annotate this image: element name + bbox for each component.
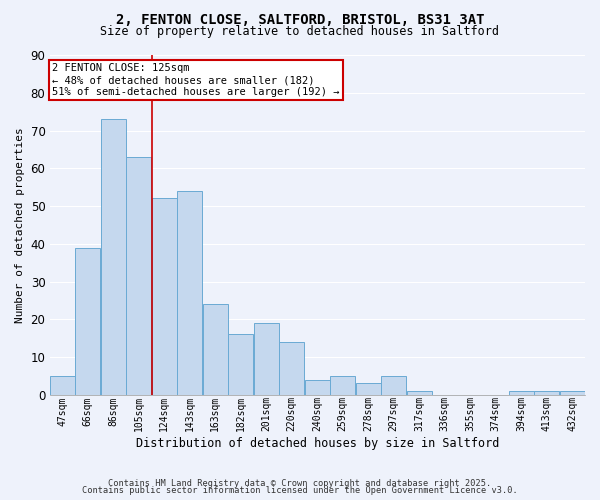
Bar bbox=[356, 384, 381, 395]
Bar bbox=[305, 380, 330, 395]
Bar bbox=[178, 191, 202, 395]
Bar bbox=[407, 391, 432, 395]
Text: Contains HM Land Registry data © Crown copyright and database right 2025.: Contains HM Land Registry data © Crown c… bbox=[109, 478, 491, 488]
X-axis label: Distribution of detached houses by size in Saltford: Distribution of detached houses by size … bbox=[136, 437, 499, 450]
Bar bbox=[534, 391, 559, 395]
Bar bbox=[280, 342, 304, 395]
Bar bbox=[50, 376, 75, 395]
Bar bbox=[331, 376, 355, 395]
Y-axis label: Number of detached properties: Number of detached properties bbox=[15, 127, 25, 323]
Bar bbox=[254, 323, 279, 395]
Text: 2 FENTON CLOSE: 125sqm
← 48% of detached houses are smaller (182)
51% of semi-de: 2 FENTON CLOSE: 125sqm ← 48% of detached… bbox=[52, 64, 340, 96]
Bar bbox=[381, 376, 406, 395]
Bar bbox=[152, 198, 177, 395]
Bar bbox=[101, 119, 126, 395]
Text: Contains public sector information licensed under the Open Government Licence v3: Contains public sector information licen… bbox=[82, 486, 518, 495]
Text: 2, FENTON CLOSE, SALTFORD, BRISTOL, BS31 3AT: 2, FENTON CLOSE, SALTFORD, BRISTOL, BS31… bbox=[116, 12, 484, 26]
Bar bbox=[509, 391, 534, 395]
Bar bbox=[229, 334, 253, 395]
Bar bbox=[203, 304, 228, 395]
Bar bbox=[560, 391, 585, 395]
Text: Size of property relative to detached houses in Saltford: Size of property relative to detached ho… bbox=[101, 25, 499, 38]
Bar bbox=[76, 248, 100, 395]
Bar bbox=[127, 157, 151, 395]
